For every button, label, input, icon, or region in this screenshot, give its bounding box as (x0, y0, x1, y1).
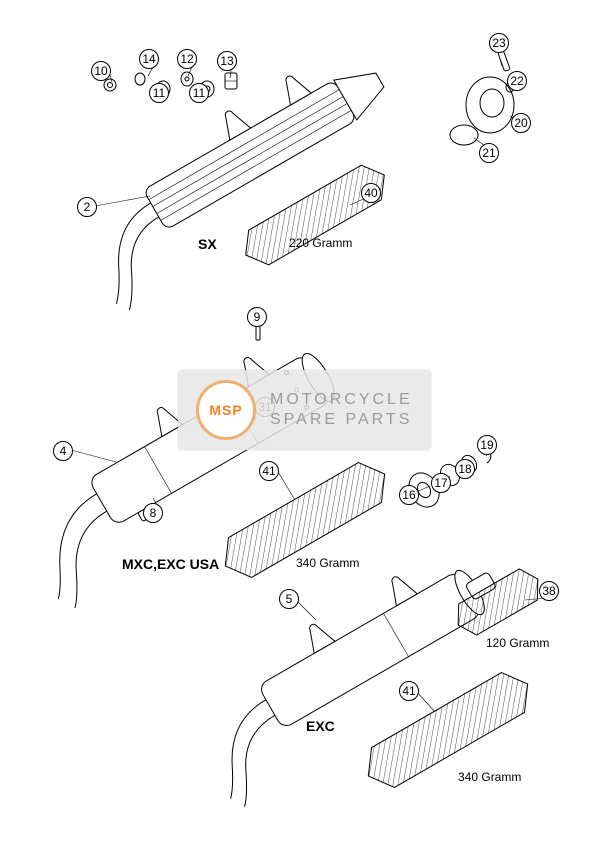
callout-circle: 11 (189, 83, 209, 103)
callout-circle: 41 (259, 461, 279, 481)
callout-sx-20: 20 (511, 113, 531, 133)
watermark: MSP MOTORCYCLE SPARE PARTS (178, 370, 431, 450)
callout-circle: 5 (279, 589, 299, 609)
watermark-badge: MSP (196, 380, 256, 440)
callout-mxc-19: 19 (477, 435, 497, 455)
callout-circle: 40 (361, 183, 381, 203)
callout-circle: 18 (455, 459, 475, 479)
callout-sx-23: 23 (489, 33, 509, 53)
hardware-sx (104, 72, 237, 97)
callout-circle: 13 (217, 51, 237, 71)
callout-sx-11: 11 (189, 83, 209, 103)
callout-sx-21: 21 (479, 143, 499, 163)
gramm-exc-bottom: 340 Gramm (458, 770, 521, 784)
callout-mxc-17: 17 (431, 473, 451, 493)
callout-mxc-16: 16 (399, 485, 419, 505)
endcap-sx (450, 51, 514, 145)
callout-exc-5: 5 (279, 589, 299, 609)
callout-circle: 20 (511, 113, 531, 133)
callout-circle: 12 (177, 49, 197, 69)
callout-sx-2: 2 (77, 197, 97, 217)
label-exc: EXC (306, 718, 335, 734)
callout-sx-13: 13 (217, 51, 237, 71)
callout-circle: 41 (399, 681, 419, 701)
callout-sx-14: 14 (139, 49, 159, 69)
callout-sx-40: 40 (361, 183, 381, 203)
gramm-sx: 220 Gramm (289, 236, 352, 250)
callout-circle: 19 (477, 435, 497, 455)
label-mxc: MXC,EXC USA (122, 556, 219, 572)
callout-circle: 16 (399, 485, 419, 505)
callout-circle: 4 (53, 441, 73, 461)
gramm-exc-top: 120 Gramm (486, 636, 549, 650)
callout-sx-22: 22 (507, 71, 527, 91)
callout-circle: 9 (247, 307, 267, 327)
watermark-line2: SPARE PARTS (270, 410, 413, 430)
callout-mxc-41: 41 (259, 461, 279, 481)
callout-circle: 2 (77, 197, 97, 217)
callout-sx-10: 10 (91, 61, 111, 81)
label-sx: SX (198, 236, 217, 252)
callout-circle: 22 (507, 71, 527, 91)
callout-exc-41: 41 (399, 681, 419, 701)
callout-circle: 10 (91, 61, 111, 81)
diagram-canvas: SX 220 Gramm MXC,EXC USA 340 Gramm EXC 1… (0, 0, 596, 841)
gramm-mxc: 340 Gramm (296, 556, 359, 570)
callout-circle: 21 (479, 143, 499, 163)
callout-exc-38: 38 (539, 581, 559, 601)
callout-circle: 23 (489, 33, 509, 53)
callout-sx-11: 11 (149, 83, 169, 103)
callout-circle: 17 (431, 473, 451, 493)
callout-mxc-4: 4 (53, 441, 73, 461)
callout-sx-12: 12 (177, 49, 197, 69)
callout-circle: 14 (139, 49, 159, 69)
callout-mxc-18: 18 (455, 459, 475, 479)
watermark-line1: MOTORCYCLE (270, 390, 413, 410)
callout-circle: 38 (539, 581, 559, 601)
callout-mxc-9: 9 (247, 307, 267, 327)
callout-circle: 11 (149, 83, 169, 103)
callout-mxc-8: 8 (143, 503, 163, 523)
watermark-text: MOTORCYCLE SPARE PARTS (270, 390, 413, 430)
callout-circle: 8 (143, 503, 163, 523)
